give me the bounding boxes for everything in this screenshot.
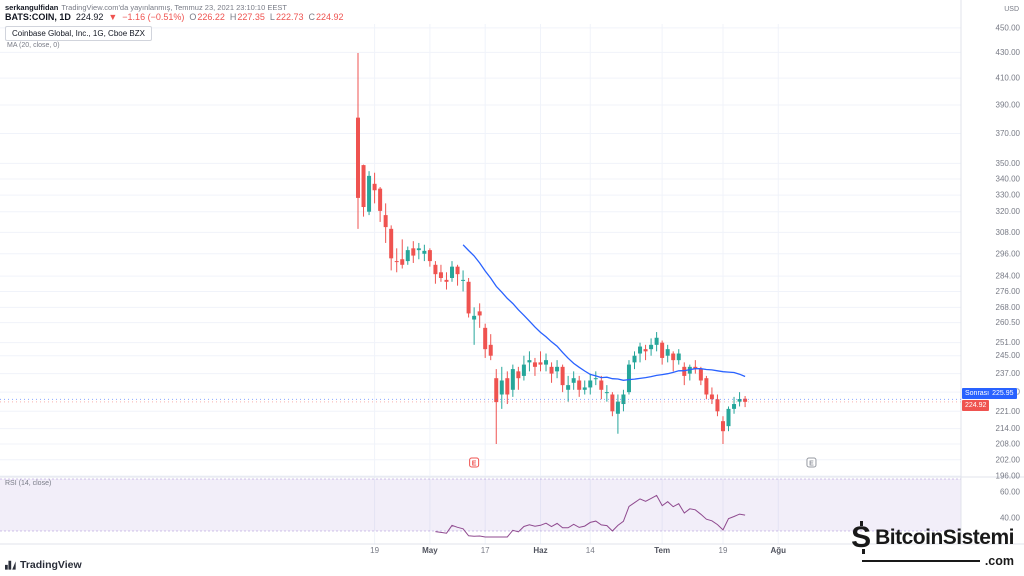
price-axis-label: 268.00 [996, 303, 1021, 312]
time-axis[interactable]: 19 May 17 Haz 14 Tem 19 Ağu [370, 546, 786, 555]
high-value: H227.35 [229, 12, 265, 22]
post-market-price-badge: Sonrası 225.95 [962, 388, 1017, 399]
price-axis-label: 214.00 [996, 424, 1021, 433]
tradingview-logo[interactable]: TradingView [5, 559, 82, 571]
earnings-marker-letter: E [809, 461, 814, 468]
tradingview-wordmark: TradingView [20, 559, 82, 571]
rsi-band [0, 478, 961, 532]
price-axis-label: 320.00 [996, 207, 1021, 216]
rsi-legend[interactable]: RSI (14, close) [5, 480, 52, 487]
post-market-value: 225.95 [992, 390, 1014, 397]
byline-text: TradingView.com'da yayınlanmış, Temmuz 2… [61, 3, 287, 12]
price-axis-label: 308.00 [996, 228, 1021, 237]
brand-tld: .com [984, 554, 1014, 568]
header-last-price: 224.92 [75, 12, 104, 22]
time-axis-label: 17 [481, 546, 490, 555]
time-axis-label: 19 [719, 546, 728, 555]
price-axis-label: 276.00 [996, 287, 1021, 296]
price-axis-unit: USD [1004, 6, 1019, 13]
time-axis-label: May [422, 546, 438, 555]
brand-name: BitcoinSistemi [875, 526, 1014, 549]
price-axis-label: 284.00 [996, 272, 1021, 281]
price-axis-label: 221.00 [996, 407, 1021, 416]
price-change: −1.16 (−0.51%) [122, 12, 185, 22]
last-price-value: 224.92 [965, 402, 987, 409]
time-axis-label: 14 [586, 546, 595, 555]
price-axis-label: 237.00 [996, 369, 1021, 378]
rsi-axis-label: 40.00 [1000, 514, 1021, 523]
brand-watermark: S BitcoinSistemi .com [849, 521, 1014, 568]
time-axis-label: Ağu [770, 546, 786, 555]
price-axis-label: 370.00 [996, 129, 1021, 138]
bitcoin-s-icon: S [851, 521, 872, 554]
earnings-marker[interactable] [806, 457, 817, 468]
rsi-line [435, 494, 746, 538]
price-axis-label: 430.00 [996, 48, 1021, 57]
chart-legend[interactable]: Coinbase Global, Inc., 1G, Cboe BZX [5, 26, 152, 41]
price-axis-label: 260.50 [996, 318, 1021, 327]
low-value: L222.73 [269, 12, 304, 22]
post-market-label: Sonrası [965, 390, 990, 397]
gridlines [0, 24, 961, 544]
time-axis-label: 19 [370, 546, 379, 555]
price-axis[interactable]: 450.00 430.00 410.00 390.00 370.00 350.00 340.… [996, 23, 1021, 522]
price-axis-label: 296.00 [996, 249, 1021, 258]
price-axis-label: 350.00 [996, 159, 1021, 168]
ma-line [462, 244, 746, 381]
price-axis-label: 330.00 [996, 191, 1021, 200]
price-axis-label: 208.00 [996, 439, 1021, 448]
open-value: O226.22 [189, 12, 225, 22]
close-value: C224.92 [308, 12, 344, 22]
author-link[interactable]: serkangulfidan [5, 3, 59, 12]
change-arrow-icon: ▼ [108, 12, 118, 22]
rsi-axis-label: 60.00 [1000, 488, 1021, 497]
candles [356, 53, 748, 444]
earnings-marker-letter: E [472, 461, 477, 468]
symbol-info-bar: BATS:COIN, 1D 224.92 ▼ −1.16 (−0.51%) O2… [5, 12, 344, 22]
time-axis-label: Tem [654, 546, 670, 555]
price-axis-label: 245.00 [996, 351, 1021, 360]
last-price-badge: 224.92 [962, 400, 990, 411]
pane-separators [0, 0, 1024, 545]
price-axis-label: 450.00 [996, 23, 1021, 32]
price-axis-label: 410.00 [996, 74, 1021, 83]
price-axis-label: 390.00 [996, 101, 1021, 110]
brand-rule [861, 560, 980, 562]
time-axis-label: Haz [533, 546, 547, 555]
price-axis-label: 196.00 [996, 472, 1021, 481]
earnings-marker[interactable] [469, 457, 480, 468]
price-axis-label: 340.00 [996, 175, 1021, 184]
byline: serkangulfidan TradingView.com'da yayınla… [5, 3, 287, 12]
tradingview-icon [5, 560, 16, 570]
ma-legend[interactable]: MA (20, close, 0) [7, 42, 60, 49]
price-axis-label: 251.00 [996, 338, 1021, 347]
symbol-name[interactable]: BATS:COIN, 1D [5, 12, 71, 22]
price-axis-label: 202.00 [996, 455, 1021, 464]
